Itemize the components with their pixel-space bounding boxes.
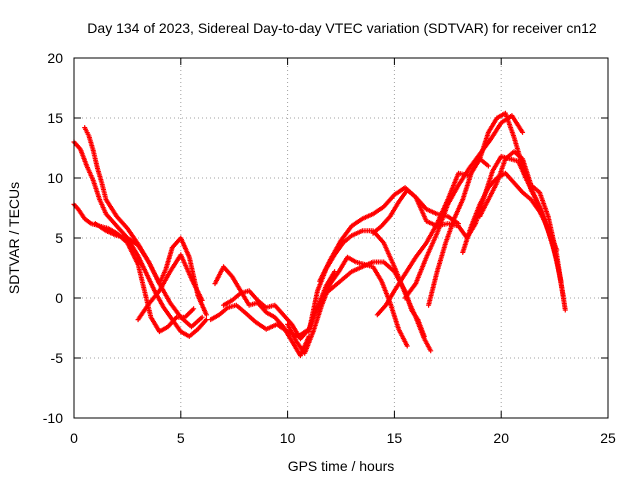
x-tick-labels: 0 5 10 15 20 25 [70, 430, 616, 446]
y-axis-label: SDTVAR / TECUs [6, 182, 22, 294]
series-track-19 [477, 149, 568, 313]
series-track-3 [71, 201, 197, 335]
data-marker [562, 307, 568, 313]
data-points [71, 110, 568, 359]
data-marker [485, 163, 491, 169]
x-tick-label: 5 [177, 430, 185, 446]
y-tick-label: -5 [51, 350, 64, 366]
y-tick-label: 20 [47, 50, 63, 66]
x-tick-label: 25 [600, 430, 616, 446]
series-track-11 [323, 259, 427, 339]
y-tick-label: 5 [55, 230, 63, 246]
data-marker [404, 343, 410, 349]
y-tick-label: 0 [55, 290, 63, 306]
data-marker [421, 333, 427, 339]
data-marker [520, 129, 526, 135]
chart-title: Day 134 of 2023, Sidereal Day-to-day VTE… [87, 20, 597, 36]
y-tick-labels: -10 -5 0 5 10 15 20 [43, 50, 63, 426]
x-tick-label: 0 [70, 430, 78, 446]
data-marker [199, 297, 205, 303]
y-tick-label: 10 [47, 170, 63, 186]
x-tick-label: 15 [387, 430, 403, 446]
data-marker [203, 312, 209, 318]
series-track-9 [285, 254, 410, 356]
series-track-1 [71, 139, 209, 339]
series-track-5 [135, 252, 205, 323]
series-track-14 [374, 156, 491, 318]
data-marker [428, 348, 434, 354]
axis-ticks [73, 57, 609, 419]
x-tick-label: 20 [493, 430, 509, 446]
data-marker [332, 269, 338, 275]
y-tick-label: 15 [47, 110, 63, 126]
data-marker [203, 317, 209, 323]
data-marker [191, 306, 197, 312]
x-tick-label: 10 [280, 430, 296, 446]
data-marker [199, 314, 205, 320]
y-tick-label: -10 [43, 410, 63, 426]
x-axis-label: GPS time / hours [288, 458, 395, 474]
